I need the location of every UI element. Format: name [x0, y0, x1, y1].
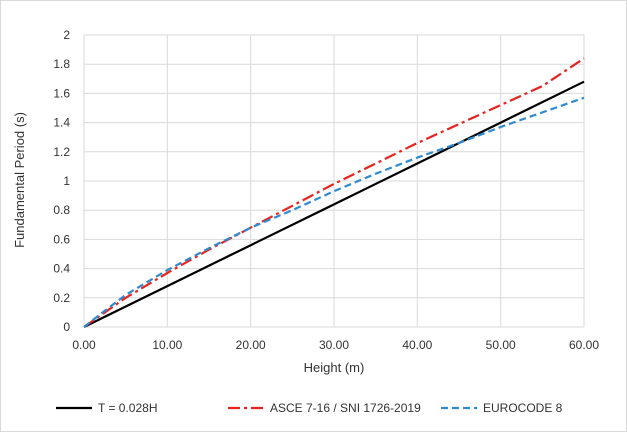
- x-axis-label: Height (m): [304, 360, 365, 375]
- y-tick-label: 0.6: [53, 232, 70, 246]
- x-tick-label: 20.00: [236, 338, 266, 352]
- legend-label-t-0-028h: T = 0.028H: [98, 401, 157, 415]
- y-tick-label: 1.8: [53, 57, 70, 71]
- y-tick-label: 1: [63, 174, 70, 188]
- y-tick-label: 0.4: [53, 262, 70, 276]
- y-tick-label: 2: [63, 28, 70, 42]
- y-tick-label: 0: [63, 320, 70, 334]
- legend-label-asce-7-16-sni-1726-2019: ASCE 7-16 / SNI 1726-2019: [270, 401, 421, 415]
- y-tick-label: 0.2: [53, 291, 70, 305]
- x-tick-label: 60.00: [569, 338, 599, 352]
- series-line-asce-7-16-sni-1726-2019: [83, 57, 585, 328]
- x-tick-label: 40.00: [402, 338, 432, 352]
- legend-label-eurocode-8: EUROCODE 8: [483, 401, 563, 415]
- y-tick-label: 1.2: [53, 145, 70, 159]
- x-tick-label: 0.00: [72, 338, 96, 352]
- y-tick-label: 1.6: [53, 86, 70, 100]
- x-tick-label: 30.00: [319, 338, 349, 352]
- legend: T = 0.028H ASCE 7-16 / SNI 1726-2019 EUROC…: [56, 401, 563, 415]
- y-axis-label: Fundamental Period (s): [12, 112, 27, 248]
- series-line-eurocode-8: [83, 96, 585, 328]
- y-tick-label: 0.8: [53, 203, 70, 217]
- series-line-t-0-028h: [83, 80, 585, 328]
- y-tick-label: 1.4: [53, 116, 70, 130]
- x-tick-label: 10.00: [152, 338, 182, 352]
- x-tick-label: 50.00: [486, 338, 516, 352]
